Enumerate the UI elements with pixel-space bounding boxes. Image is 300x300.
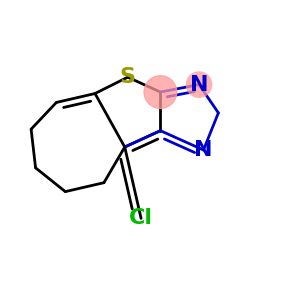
Text: S: S xyxy=(120,67,136,87)
Text: N: N xyxy=(190,75,208,94)
Text: Cl: Cl xyxy=(129,208,153,228)
Circle shape xyxy=(144,76,177,108)
Text: N: N xyxy=(194,140,213,160)
